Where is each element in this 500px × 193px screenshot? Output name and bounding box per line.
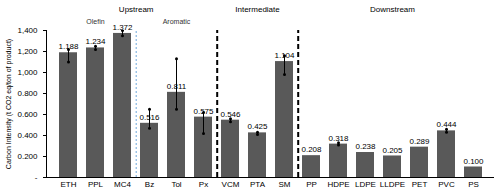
svg-text:1.188: 1.188 [58, 42, 79, 51]
svg-text:0.811: 0.811 [167, 82, 187, 91]
svg-text:PET: PET [412, 180, 428, 189]
svg-text:Carbon Intensity (t CO2 eq/ton: Carbon Intensity (t CO2 eq/ton of produc… [5, 39, 13, 169]
svg-text:PS: PS [468, 180, 479, 189]
svg-text:0.200: 0.200 [17, 152, 38, 161]
svg-text:Upstream: Upstream [119, 5, 154, 14]
svg-text:Intermediate: Intermediate [235, 5, 280, 14]
svg-text:Olefin: Olefin [86, 18, 104, 25]
svg-text:1,400: 1,400 [17, 26, 38, 35]
svg-text:0.444: 0.444 [436, 120, 457, 129]
svg-text:0.205: 0.205 [382, 146, 403, 155]
svg-text:0.575: 0.575 [193, 107, 214, 116]
svg-text:0.600: 0.600 [17, 110, 38, 119]
svg-text:1.372: 1.372 [112, 23, 133, 32]
svg-text:Downstream: Downstream [370, 5, 415, 14]
svg-text:1.234: 1.234 [85, 37, 106, 46]
svg-text:0.800: 0.800 [17, 89, 38, 98]
svg-text:0.318: 0.318 [328, 134, 349, 143]
svg-text:SM: SM [279, 180, 291, 189]
svg-text:Tol: Tol [171, 180, 181, 189]
svg-text:PTA: PTA [250, 180, 266, 189]
svg-text:PVC: PVC [438, 180, 455, 189]
svg-text:1.104: 1.104 [274, 51, 295, 60]
svg-text:Aromatic: Aromatic [163, 18, 191, 25]
svg-text:HDPE: HDPE [327, 180, 349, 189]
svg-text:0.400: 0.400 [17, 131, 38, 140]
svg-text:-: - [35, 173, 38, 182]
svg-text:0.208: 0.208 [301, 145, 322, 154]
svg-text:PP: PP [306, 180, 317, 189]
svg-text:MC4: MC4 [114, 180, 131, 189]
svg-text:LDPE: LDPE [355, 180, 376, 189]
svg-text:LLDPE: LLDPE [380, 180, 405, 189]
svg-text:0.100: 0.100 [463, 157, 484, 166]
svg-text:0.289: 0.289 [409, 137, 430, 146]
svg-text:1,200: 1,200 [17, 47, 38, 56]
svg-text:0.516: 0.516 [139, 113, 160, 122]
svg-text:0.425: 0.425 [247, 122, 268, 131]
svg-text:VCM: VCM [222, 180, 240, 189]
svg-text:Px: Px [199, 180, 208, 189]
svg-text:ETH: ETH [61, 180, 77, 189]
svg-text:1,000: 1,000 [17, 68, 38, 77]
svg-text:0.238: 0.238 [355, 142, 376, 151]
svg-text:0.546: 0.546 [220, 110, 241, 119]
svg-text:Bz: Bz [145, 180, 154, 189]
svg-text:PPL: PPL [88, 180, 104, 189]
